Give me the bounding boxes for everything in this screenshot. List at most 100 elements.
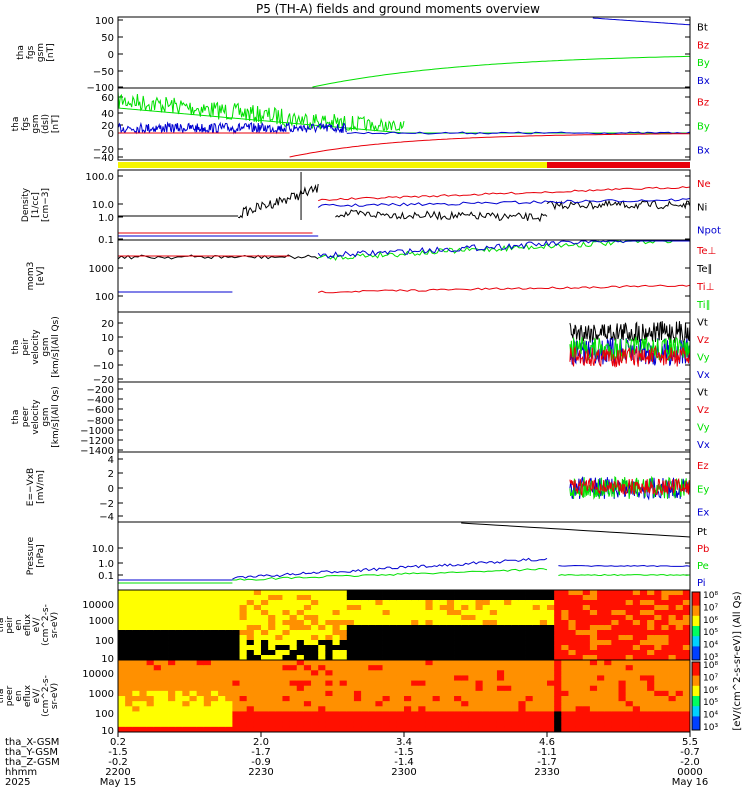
spec-cell [411, 726, 419, 733]
spec-cell [539, 640, 548, 646]
spec-cell [418, 685, 426, 692]
spec-cell [175, 696, 183, 702]
spec-cell [539, 716, 548, 723]
spec-cell [303, 615, 312, 621]
spec-cell [425, 590, 433, 596]
spec-cell [468, 630, 476, 636]
spec-cell [597, 716, 605, 723]
spec-cell [632, 600, 641, 606]
spec-cell [632, 675, 641, 681]
spec-cell [461, 675, 469, 681]
spec-cell [661, 726, 669, 733]
spec-cell [253, 590, 262, 596]
spec-cell [489, 600, 498, 606]
spec-cell [210, 615, 219, 621]
spec-cell [582, 690, 591, 697]
spec-cell [682, 605, 691, 611]
spec-cell [475, 696, 484, 702]
spec-cell [346, 726, 355, 733]
spec-cell [189, 675, 198, 681]
spec-cell [432, 680, 441, 687]
spec-cell [168, 665, 176, 671]
spec-cell [661, 655, 669, 661]
spec-cell [132, 685, 140, 692]
spec-cell [589, 711, 598, 717]
spec-cell [253, 685, 262, 692]
spec-cell [597, 620, 605, 626]
spec-cell [675, 665, 684, 671]
spec-cell [482, 660, 491, 666]
spec-cell [153, 665, 162, 671]
spec-cell [189, 711, 198, 717]
spec-cell [682, 685, 691, 692]
spec-cell [654, 675, 662, 681]
spec-cell [225, 600, 233, 606]
spec-cell [196, 690, 205, 697]
spec-cell [289, 716, 298, 723]
spec-cell [575, 625, 584, 631]
spec-cell [639, 726, 648, 733]
spec-cell [339, 716, 348, 723]
spec-cell [539, 610, 548, 616]
spec-cell [332, 660, 341, 666]
spec-cell [268, 655, 276, 661]
spec-cell [261, 620, 269, 626]
xtick-3-1: -1.1 [537, 747, 557, 758]
spec-cell [561, 665, 569, 671]
spec-cell [468, 716, 476, 723]
spec-cell [639, 620, 648, 626]
spec-cell [210, 670, 219, 676]
spec-cell [682, 721, 691, 728]
spec-cell [332, 685, 341, 692]
spec-cell [275, 706, 283, 712]
spec-cell [504, 696, 512, 702]
spec-cell [125, 711, 133, 717]
spec-cell [461, 685, 469, 692]
spec-cell [396, 645, 405, 651]
cbar-peir-cell [692, 624, 700, 627]
spec-cell [446, 690, 455, 697]
spec-cell [582, 675, 591, 681]
spec-cell [654, 630, 662, 636]
spec-cell [118, 696, 126, 702]
spec-cell [475, 625, 484, 631]
spec-cell [125, 726, 133, 733]
spec-cell [539, 685, 548, 692]
spec-cell [153, 696, 162, 702]
spec-cell [504, 590, 512, 596]
xtick-0-3: 2200 [105, 767, 130, 778]
spec-cell [146, 605, 155, 611]
spec-cell [225, 675, 233, 681]
spec-cell [654, 635, 662, 641]
cbar-peer-cell [692, 668, 700, 671]
spec-cell [504, 716, 512, 723]
spec-cell [275, 595, 283, 601]
spec-cell [346, 665, 355, 671]
spec-cell [146, 645, 155, 651]
spec-cell [396, 665, 405, 671]
spec-cell [389, 716, 398, 723]
spec-cell [182, 625, 190, 631]
spec-cell [454, 711, 462, 717]
spec-cell [182, 605, 190, 611]
spec-cell [175, 605, 183, 611]
spec-cell [196, 721, 205, 728]
spec-cell [604, 650, 612, 656]
spectrogram-peer_spec [117, 659, 691, 733]
spec-cell [325, 590, 333, 596]
spec-cell [504, 726, 512, 733]
spec-cell [132, 615, 140, 621]
spec-cell [511, 625, 519, 631]
legend-fgs_gsm-By: By [697, 58, 710, 69]
spec-cell [639, 685, 648, 692]
spec-cell [268, 595, 276, 601]
spec-cell [189, 655, 198, 661]
legend-efield-Ex: Ex [697, 508, 709, 519]
cbar-peir-cell [692, 592, 700, 595]
spec-cell [261, 590, 269, 596]
spec-cell [203, 615, 212, 621]
spec-cell [168, 640, 176, 646]
spec-cell [446, 605, 455, 611]
spec-cell [311, 680, 319, 687]
spec-cell [561, 615, 569, 621]
